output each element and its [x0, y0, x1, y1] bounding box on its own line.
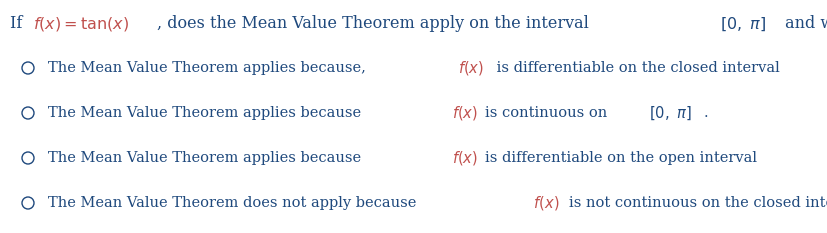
Text: and why?: and why? [779, 16, 827, 32]
Text: , does the Mean Value Theorem apply on the interval: , does the Mean Value Theorem apply on t… [156, 16, 593, 32]
Text: $f(x)$: $f(x)$ [528, 194, 559, 212]
Text: $[0,\ \pi]$: $[0,\ \pi]$ [648, 104, 691, 122]
Text: If: If [10, 16, 27, 32]
Text: The Mean Value Theorem does not apply because: The Mean Value Theorem does not apply be… [48, 196, 420, 210]
Text: is not continuous on the closed interval: is not continuous on the closed interval [568, 196, 827, 210]
Text: is continuous on: is continuous on [485, 106, 612, 120]
Text: $f(x) = \tan(x)$: $f(x) = \tan(x)$ [32, 15, 128, 33]
Text: $f(x)$: $f(x)$ [457, 59, 484, 77]
Text: $f(x)$: $f(x)$ [452, 104, 477, 122]
Text: is differentiable on the closed interval: is differentiable on the closed interval [491, 61, 778, 75]
Text: is differentiable on the open interval: is differentiable on the open interval [485, 151, 761, 165]
Text: .: . [703, 106, 708, 120]
Text: The Mean Value Theorem applies because: The Mean Value Theorem applies because [48, 106, 361, 120]
Text: $[0,\ \pi]$: $[0,\ \pi]$ [719, 15, 766, 33]
Text: The Mean Value Theorem applies because: The Mean Value Theorem applies because [48, 151, 361, 165]
Text: The Mean Value Theorem applies because,: The Mean Value Theorem applies because, [48, 61, 366, 75]
Text: $f(x)$: $f(x)$ [452, 149, 477, 167]
